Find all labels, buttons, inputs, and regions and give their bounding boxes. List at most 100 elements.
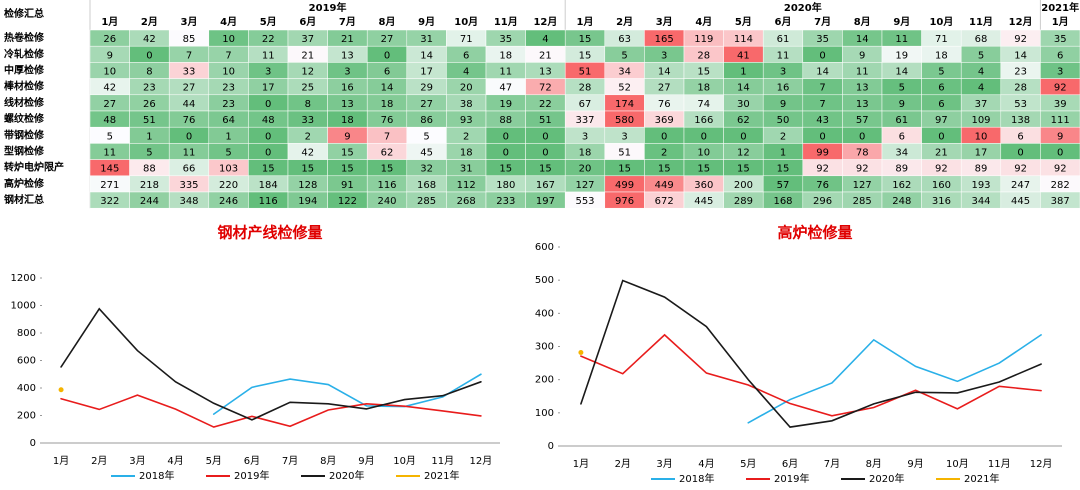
cell-value: 23	[222, 99, 235, 110]
cell-value: 9	[1057, 131, 1063, 142]
cell-value: 316	[932, 196, 951, 207]
cell-value: 42	[301, 148, 314, 159]
legend-label: 2021年	[424, 469, 459, 482]
cell-value: 71	[935, 34, 948, 45]
cell-value: 194	[298, 196, 317, 207]
cell-value: 337	[575, 115, 594, 126]
cell-value: 348	[179, 196, 198, 207]
cell-value: 92	[935, 164, 948, 175]
cell-value: 184	[259, 180, 278, 191]
y-tick-label: 1200	[11, 273, 36, 284]
cell-value: 76	[381, 115, 394, 126]
cell-value: 4	[542, 34, 548, 45]
cell-value: 285	[853, 196, 872, 207]
cell-value: 246	[219, 196, 238, 207]
month-header: 9月	[893, 16, 910, 28]
cell-value: 11	[499, 67, 512, 78]
cell-value: 27	[183, 83, 196, 94]
cell-value: 6	[899, 131, 905, 142]
cell-value: 335	[179, 180, 198, 191]
cell-value: 15	[579, 50, 592, 61]
month-header: 6月	[775, 16, 792, 28]
y-tick-label: 500	[535, 275, 554, 286]
x-tick-label: 6月	[244, 455, 260, 467]
cell-value: 33	[301, 115, 314, 126]
row-label: 带钢检修	[4, 128, 45, 141]
cell-value: 67	[579, 99, 592, 110]
cell-value: 116	[259, 196, 278, 207]
cell-value: 1	[780, 148, 786, 159]
row-label: 中厚检修	[4, 64, 45, 77]
row-label: 型钢检修	[4, 145, 45, 158]
x-tick-label: 5月	[740, 458, 756, 470]
cell-value: 3	[780, 67, 786, 78]
cell-value: 14	[658, 67, 671, 78]
cell-value: 43	[816, 115, 829, 126]
x-tick-label: 1月	[53, 455, 69, 467]
cell-value: 15	[381, 164, 394, 175]
cell-value: 193	[971, 180, 990, 191]
cell-value: 21	[301, 50, 314, 61]
cell-value: 15	[499, 164, 512, 175]
cell-value: 15	[697, 164, 710, 175]
cell-value: 0	[265, 99, 271, 110]
cell-value: 18	[460, 148, 473, 159]
cell-value: 0	[384, 50, 390, 61]
cell-value: 3	[1057, 67, 1063, 78]
cell-value: 68	[975, 34, 988, 45]
cell-value: 66	[183, 164, 196, 175]
cell-value: 35	[499, 34, 512, 45]
cell-value: 127	[853, 180, 872, 191]
cell-value: 8	[146, 67, 152, 78]
month-header: 6月	[299, 16, 316, 28]
cell-value: 17	[262, 83, 275, 94]
cell-value: 580	[615, 115, 634, 126]
cell-value: 167	[536, 180, 555, 191]
series-line	[212, 373, 482, 415]
cell-value: 553	[575, 196, 594, 207]
cell-value: 21	[539, 50, 552, 61]
cell-value: 28	[1014, 83, 1027, 94]
cell-value: 10	[222, 67, 235, 78]
cell-value: 180	[496, 180, 515, 191]
cell-value: 92	[1054, 164, 1067, 175]
month-header: 3月	[656, 16, 673, 28]
cell-value: 145	[100, 164, 119, 175]
cell-value: 62	[381, 148, 394, 159]
legend-label: 2020年	[329, 469, 364, 482]
cell-value: 32	[420, 164, 433, 175]
cell-value: 31	[420, 34, 433, 45]
row-label: 热卷检修	[4, 31, 45, 44]
cell-value: 0	[542, 131, 548, 142]
cell-value: 5	[938, 67, 944, 78]
cell-value: 6	[1057, 50, 1063, 61]
cell-value: 296	[813, 196, 832, 207]
cell-value: 268	[457, 196, 476, 207]
cell-value: 12	[301, 67, 314, 78]
cell-value: 0	[542, 148, 548, 159]
y-tick-label: 0	[30, 438, 36, 449]
cell-value: 20	[460, 83, 473, 94]
cell-value: 44	[183, 99, 196, 110]
cell-value: 14	[381, 83, 394, 94]
cell-value: 76	[658, 99, 671, 110]
cell-value: 18	[499, 50, 512, 61]
cell-value: 51	[539, 115, 552, 126]
cell-value: 18	[697, 83, 710, 94]
cell-value: 285	[417, 196, 436, 207]
x-tick-label: 3月	[656, 458, 672, 470]
cell-value: 449	[655, 180, 674, 191]
row-label: 冷轧检修	[4, 47, 45, 60]
cell-value: 197	[536, 196, 555, 207]
cell-value: 13	[856, 99, 869, 110]
cell-value: 5	[621, 50, 627, 61]
month-header: 12月	[533, 16, 557, 28]
cell-value: 103	[219, 164, 238, 175]
cell-value: 13	[856, 83, 869, 94]
y-tick-label: 600	[535, 242, 554, 253]
month-header: 3月	[181, 16, 198, 28]
year-header: 2019年	[309, 1, 347, 14]
cell-value: 0	[701, 131, 707, 142]
cell-value: 15	[658, 164, 671, 175]
cell-value: 672	[655, 196, 674, 207]
